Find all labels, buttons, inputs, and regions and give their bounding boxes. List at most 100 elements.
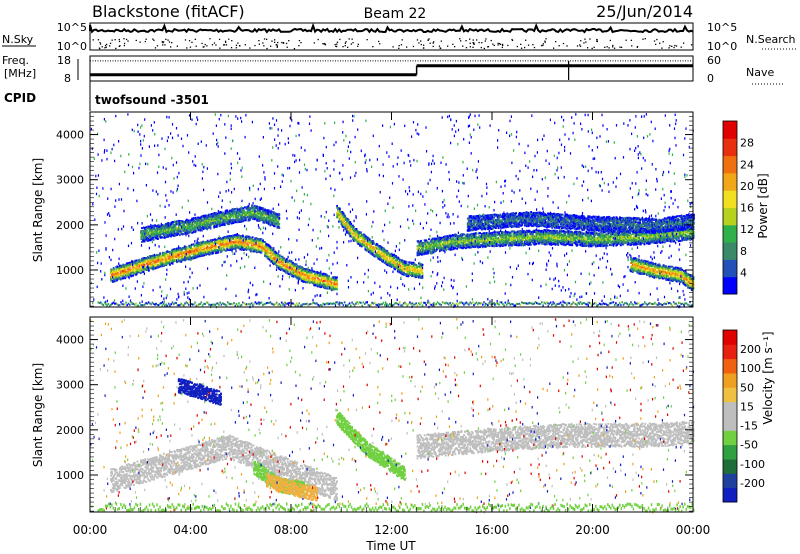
power-echo (144, 268, 147, 271)
beam-title: Beam 22 (364, 6, 427, 22)
search-noise-point (553, 47, 555, 49)
search-noise-point (585, 41, 587, 43)
search-noise-point (145, 38, 147, 40)
power-echo (252, 239, 255, 242)
nave-tick-top: 60 (707, 54, 721, 67)
search-noise-point (176, 45, 178, 47)
search-noise-point (497, 44, 499, 46)
power-echo (175, 223, 178, 226)
search-noise-point (675, 45, 678, 47)
search-noise-point (501, 43, 504, 46)
search-noise-point (587, 47, 589, 49)
power-echo (279, 266, 282, 269)
power-echo (139, 259, 141, 262)
power-echo (379, 258, 382, 261)
power-echo (295, 263, 298, 266)
power-echo (204, 214, 207, 217)
power-echo (184, 248, 187, 251)
power-echo (244, 216, 247, 219)
power-echo (175, 233, 178, 236)
power-echo (170, 223, 172, 226)
power-echo (305, 276, 308, 279)
search-noise-point (655, 43, 657, 45)
power-echo (378, 254, 381, 257)
power-echo (294, 265, 297, 268)
power-echo (231, 241, 234, 244)
noise-right-tick-top: 10^5 (707, 21, 737, 34)
power-echo (372, 246, 375, 249)
power-echo (241, 218, 244, 221)
power-echo (239, 246, 242, 249)
search-noise-point (608, 47, 610, 49)
search-noise-point (439, 47, 441, 49)
power-echo (378, 249, 381, 252)
power-echo (184, 257, 187, 259)
power-echo (251, 236, 254, 239)
cpid-label: CPID (4, 91, 36, 105)
power-echo (242, 243, 245, 246)
power-echo (382, 250, 385, 253)
power-echo (159, 234, 162, 237)
search-noise-point (203, 46, 205, 48)
power-echo (149, 227, 152, 230)
power-echo (171, 262, 174, 265)
search-noise-point (659, 42, 661, 44)
search-noise-point (165, 38, 167, 40)
search-noise-point (258, 43, 260, 45)
search-noise-point (322, 43, 324, 45)
power-echo (373, 242, 375, 245)
search-noise-point (201, 42, 203, 45)
power-echo (177, 258, 180, 261)
search-noise-point (298, 40, 301, 42)
power-echo (336, 279, 338, 282)
power-echo (198, 246, 201, 249)
search-noise-point (109, 45, 111, 47)
power-echo (271, 222, 274, 224)
power-echo (118, 266, 121, 269)
power-echo (183, 254, 185, 257)
search-noise-point (119, 45, 121, 47)
power-echo (132, 274, 134, 277)
power-echo (248, 210, 251, 213)
power-echo (198, 255, 201, 258)
noise-traces (89, 22, 694, 50)
power-echo (241, 214, 244, 217)
power-echo (152, 258, 155, 261)
power-echo (171, 225, 173, 227)
power-echo (208, 214, 211, 217)
power-echo (322, 278, 324, 281)
search-noise-point (604, 46, 606, 48)
power-echo (153, 233, 156, 236)
power-echo (150, 227, 153, 229)
power-echo (145, 266, 148, 268)
power-echo (169, 263, 171, 266)
search-noise-point (465, 47, 468, 49)
search-noise-point (540, 44, 543, 47)
search-noise-point (277, 41, 279, 44)
power-echo (198, 243, 201, 246)
search-noise-point (104, 47, 106, 49)
power-echo (219, 216, 222, 218)
power-echo (195, 249, 198, 251)
search-noise-point (168, 41, 171, 43)
power-echo (257, 251, 260, 253)
power-echo (202, 214, 205, 217)
power-echo (231, 210, 234, 213)
power-echo (350, 232, 353, 235)
power-echo (293, 263, 296, 266)
power-echo (192, 243, 195, 246)
frequency-traces (90, 60, 693, 80)
power-echo (330, 279, 333, 282)
search-noise-point (263, 45, 265, 47)
search-noise-point (99, 43, 102, 45)
power-echo (382, 254, 385, 257)
power-echo (223, 246, 226, 249)
power-echo (194, 230, 197, 233)
noise-right-label: N.Search (746, 33, 796, 46)
search-noise-point (334, 43, 336, 46)
power-echo (286, 270, 289, 273)
search-noise-point (298, 45, 300, 47)
search-noise-point (472, 46, 474, 48)
power-echo (290, 262, 293, 264)
search-noise-point (209, 38, 211, 40)
